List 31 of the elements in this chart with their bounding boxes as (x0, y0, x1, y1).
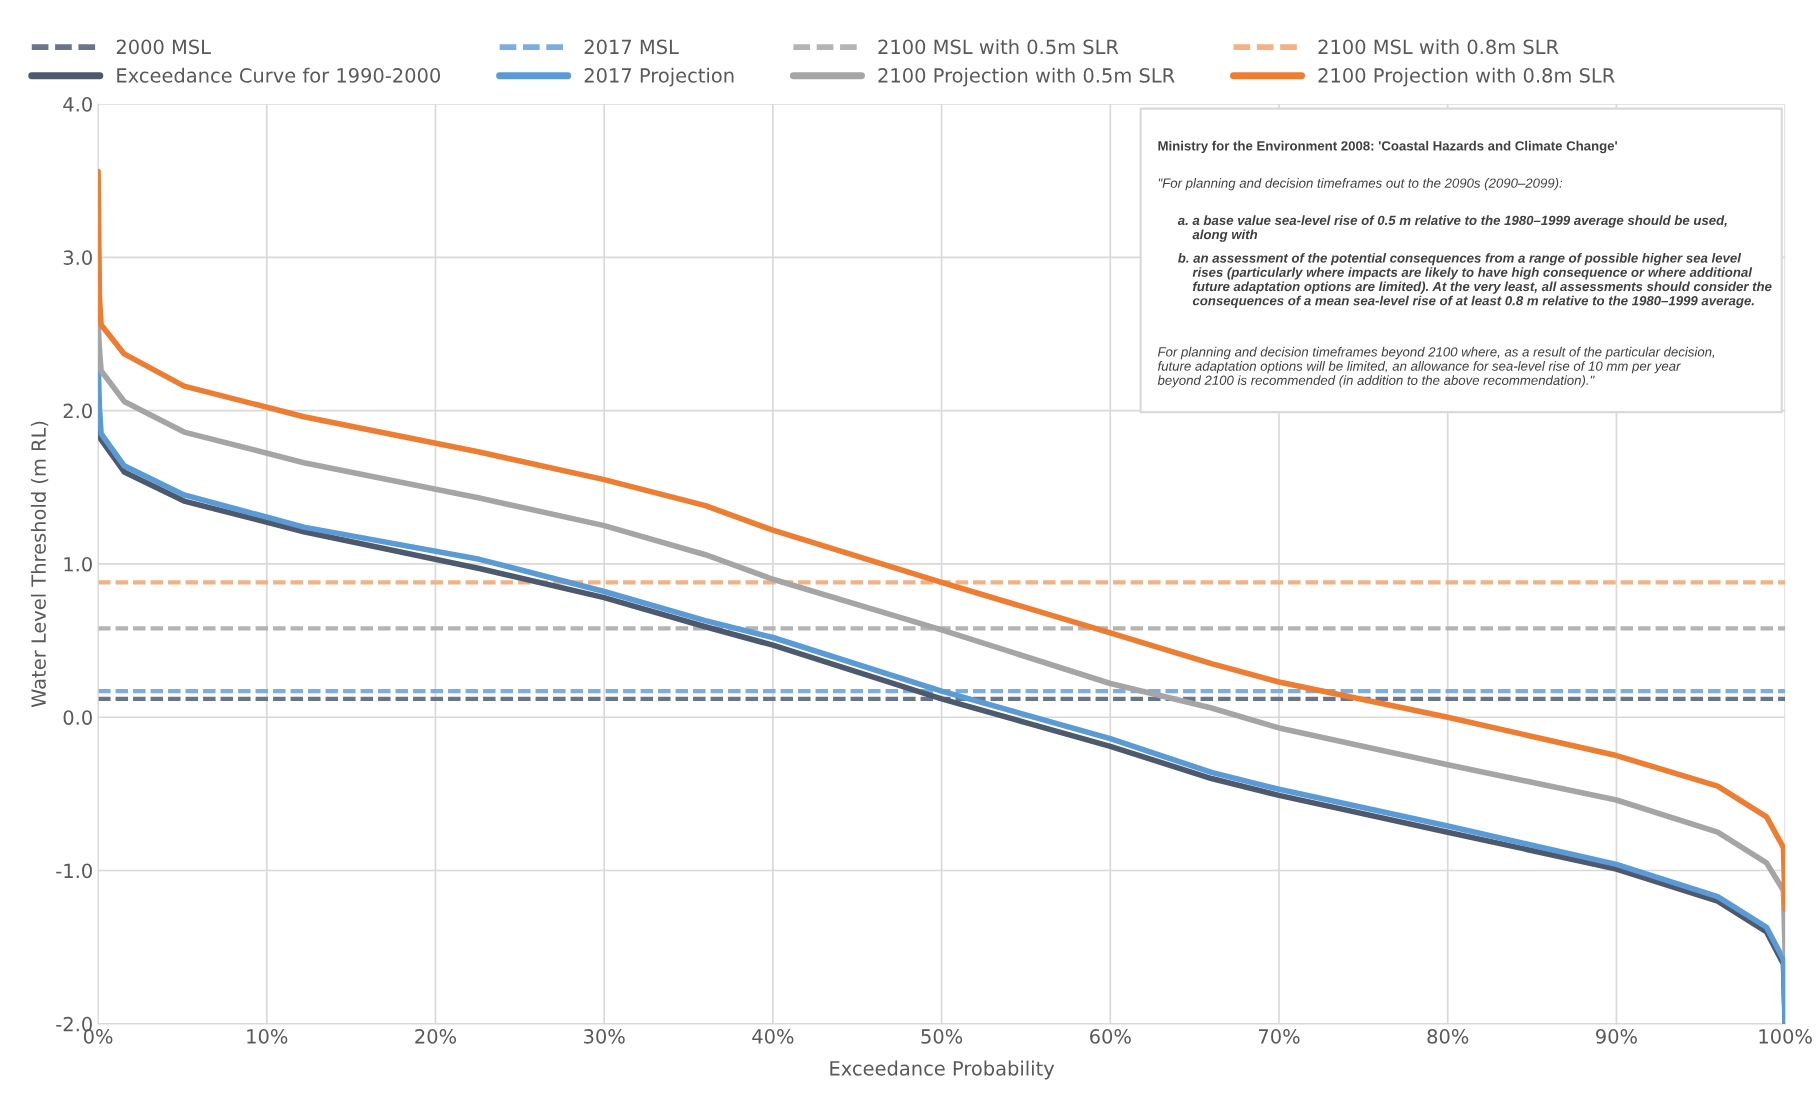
x-tick-label: 30% (584, 1029, 625, 1044)
x-tick-label: 80% (1427, 1029, 1469, 1044)
legend-label: 2000 MSL (116, 39, 211, 55)
legend-label: Exceedance Curve for 1990-2000 (117, 67, 441, 83)
x-axis-title: Exceedance Probability (830, 1060, 1055, 1080)
y-tick-label: 4.0 (63, 96, 92, 112)
x-tick-label: 20% (415, 1029, 457, 1044)
x-tick-label: 70% (1258, 1029, 1300, 1044)
x-tick-label: 100% (1759, 1029, 1812, 1044)
legend-label: 2100 Projection with 0.5m SLR (878, 67, 1175, 87)
annotation: a. a base value sea-level rise of 0.5 m relative to the 1980–1999 average should be used, along with (1177, 215, 1727, 242)
legend-label: 2100 MSL with 0.5m SLR (878, 39, 1119, 55)
y-tick-label: 1.0 (64, 556, 92, 572)
x-tick-label: 90% (1596, 1029, 1637, 1044)
x-tick-label: 40% (752, 1029, 794, 1044)
annotation: "For planning and decision timeframes out to the 2090s (2090–2099): (1158, 178, 1563, 191)
annotation: b. an assessment of the potential consequences from a range of possible higher sea level rises (particularly where impacts are likely to have high consequence or where additional future adaptation options are limited). At the very least, all assessments should consider the consequences of a mean sea-level rise of at least 0.8 m relative to the 1980–1999 average. (1178, 253, 1772, 308)
y-tick-label: -1.0 (56, 863, 92, 879)
y-tick-label: 3.0 (63, 250, 92, 265)
legend-label: 2100 Projection with 0.8m SLR (1318, 67, 1615, 87)
x-tick-label: 50% (921, 1029, 963, 1044)
y-tick-label: 2.0 (63, 403, 92, 419)
annotation: For planning and decision timeframes beyond 2100 where, as a result of the particular decision, future adaptation options will be limited, an allowance for sea-level rise of 10 mm per year beyond 2100 is recommended (in addition to the above recommendation)." (1157, 346, 1715, 388)
x-tick-label: 10% (247, 1029, 288, 1044)
y-tick-label: 0.0 (63, 710, 92, 725)
y-axis-title: Water Level Threshold (m RL) (30, 421, 49, 708)
annotation: Ministry for the Environment 2008: 'Coastal Hazards and Climate Change' (1158, 140, 1617, 154)
x-tick-label: 60% (1090, 1029, 1131, 1044)
legend-label: 2017 Projection (584, 67, 734, 87)
legend-label: 2100 MSL with 0.8m SLR (1318, 39, 1559, 55)
legend-label: 2017 MSL (584, 39, 679, 55)
